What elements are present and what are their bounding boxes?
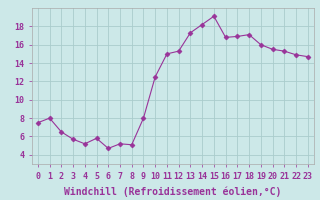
X-axis label: Windchill (Refroidissement éolien,°C): Windchill (Refroidissement éolien,°C) bbox=[64, 186, 282, 197]
